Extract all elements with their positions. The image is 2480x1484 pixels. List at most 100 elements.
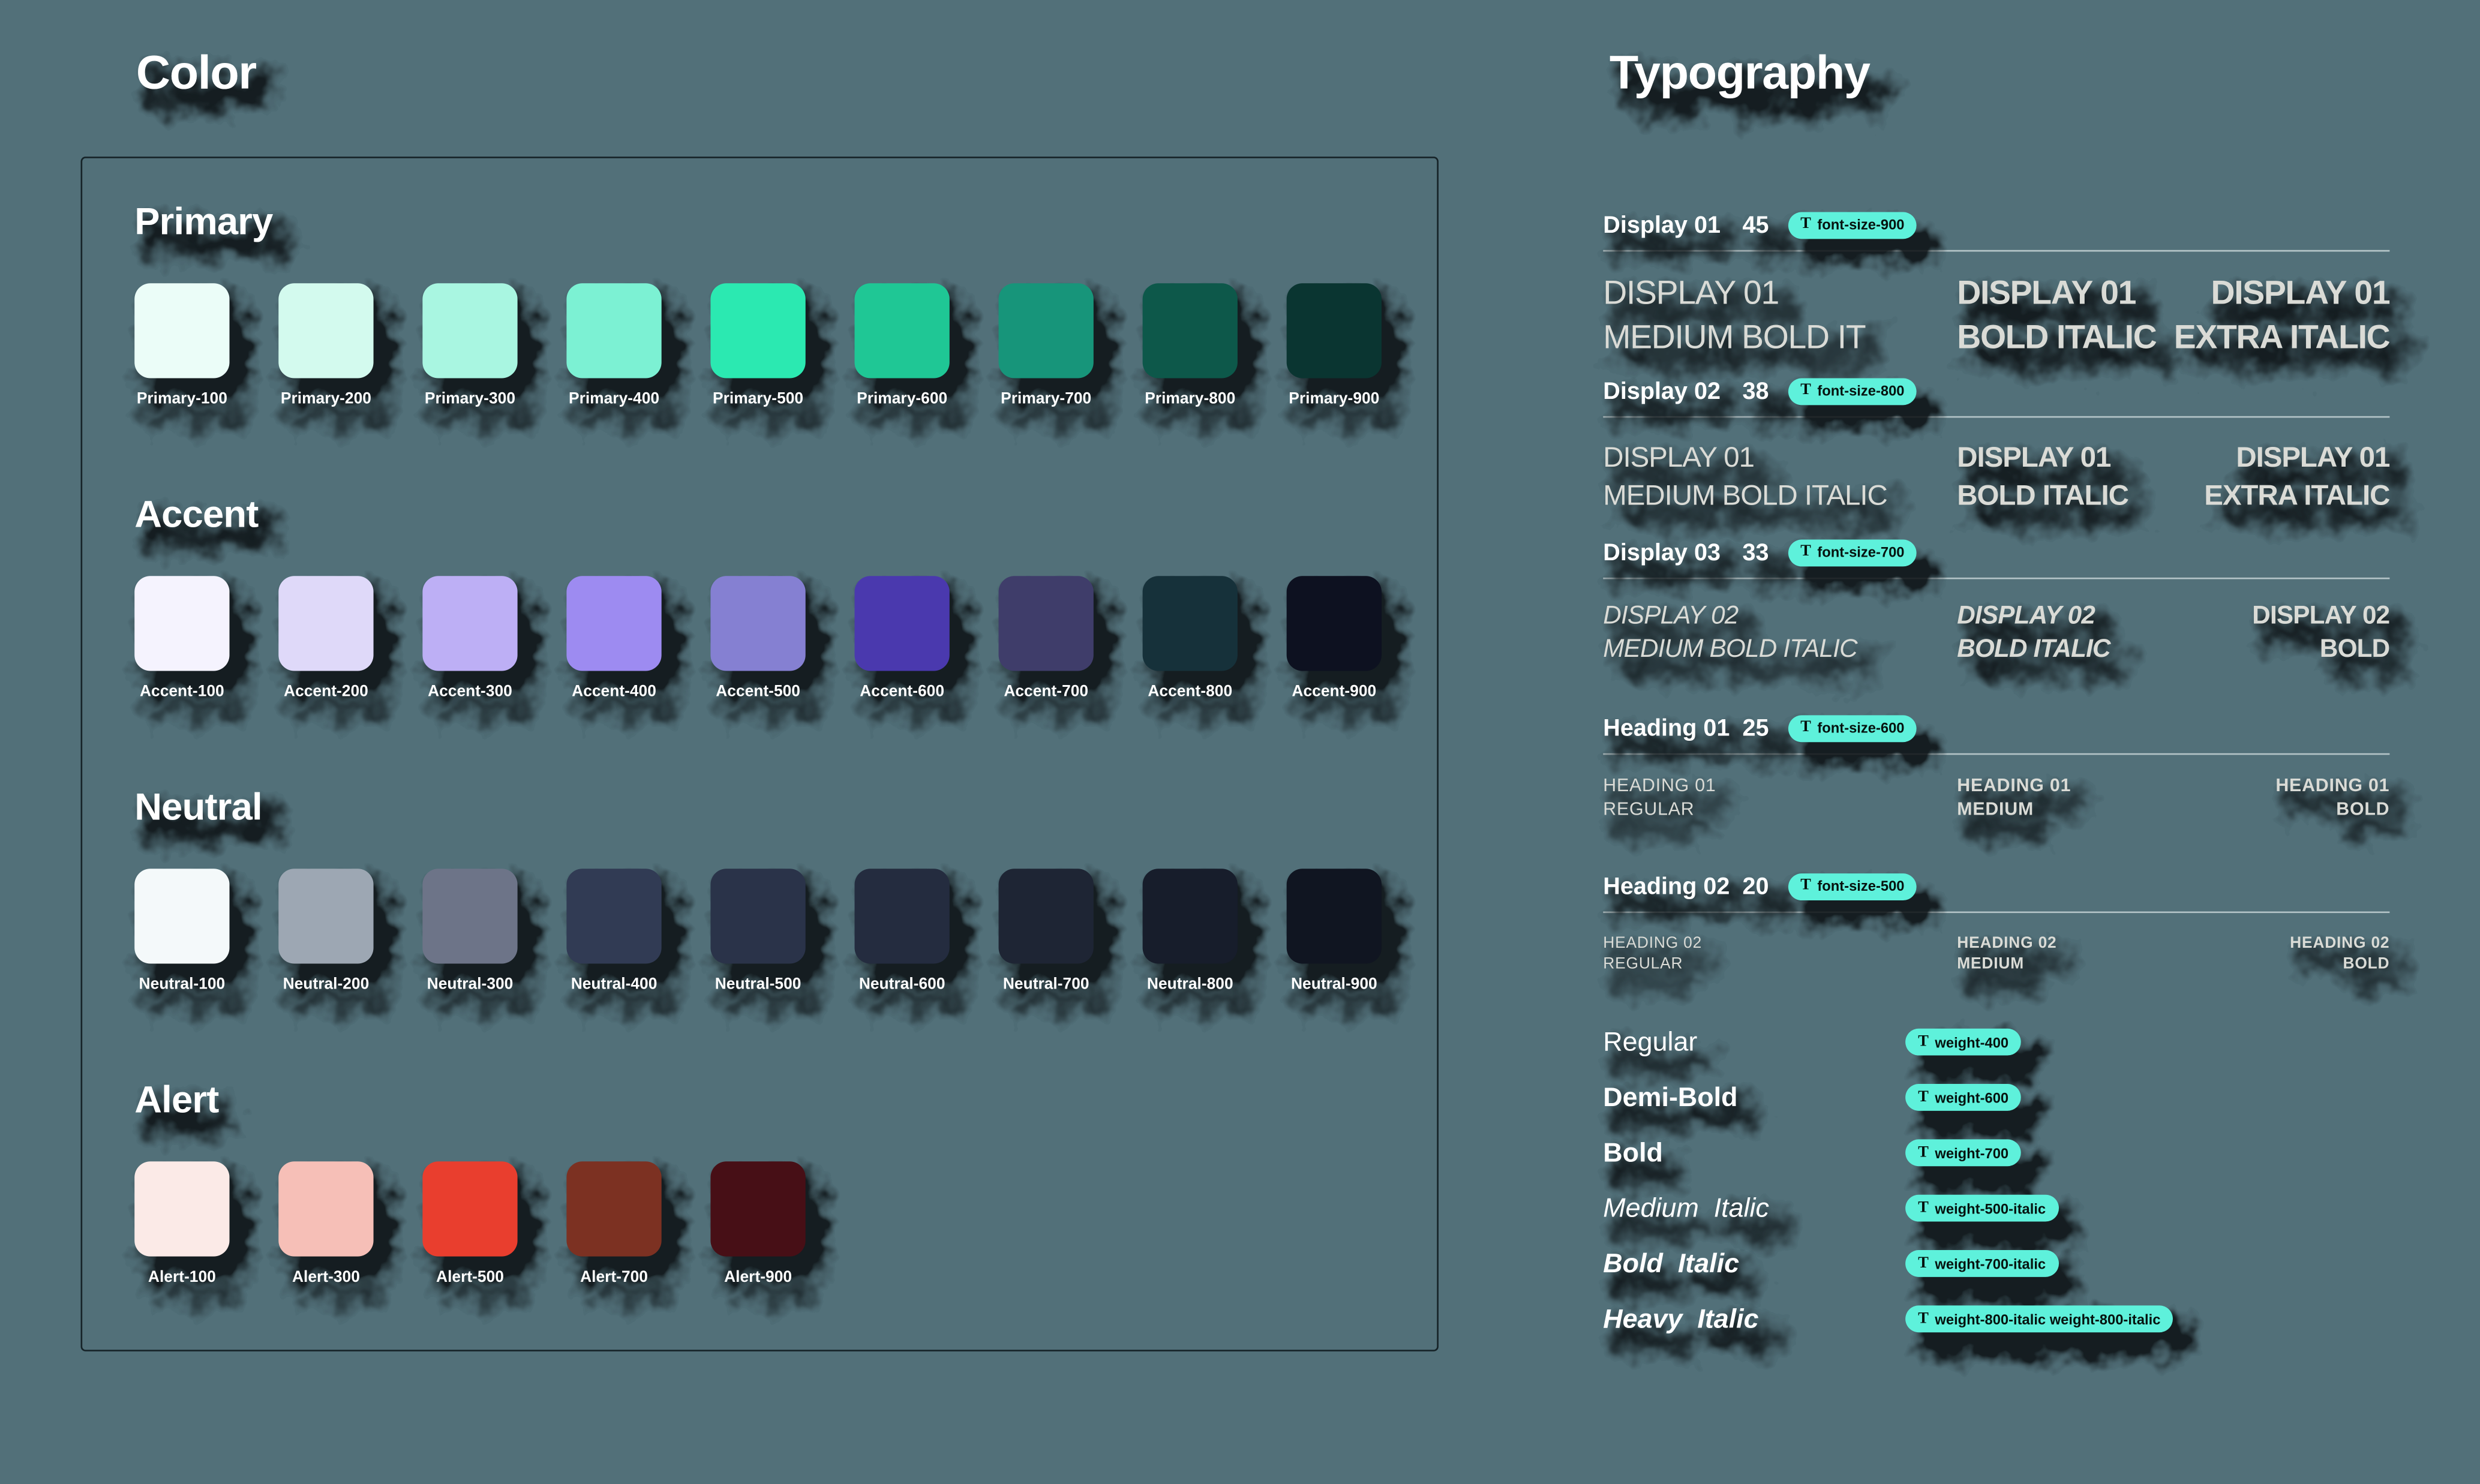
type-sample-line: DISPLAY 02 (1957, 603, 2095, 630)
type-sample: HEADING 01 REGULAR (1603, 776, 1716, 823)
type-sample: DISPLAY 01 EXTRA ITALIC (2174, 272, 2391, 361)
type-sample-line: HEADING 01 (1957, 777, 2071, 796)
token-tag-label: font-size-600 (1817, 720, 1905, 736)
type-sample-line: HEADING 01 (1603, 777, 1716, 796)
type-samples: DISPLAY 01 MEDIUM BOLD ITALIC DISPLAY 01 BO… (1603, 438, 2390, 522)
type-scale-size: 33 (1742, 539, 1769, 566)
color-chip (422, 576, 518, 671)
token-tag-label: weight-700 (1935, 1144, 2009, 1161)
type-sample-line: HEADING 02 (1957, 935, 2057, 953)
color-swatch: Neutral-400 (566, 869, 662, 994)
color-swatch: Primary-100 (134, 283, 230, 408)
font-weight-label: Medium Italic (1603, 1192, 1769, 1222)
type-sample: DISPLAY 01 MEDIUM BOLD ITALIC (1603, 438, 1888, 515)
type-letter-icon: T (1800, 215, 1811, 233)
color-swatch: Accent-500 (710, 576, 806, 701)
color-swatch-label: Accent-800 (1148, 683, 1233, 701)
type-sample-line: DISPLAY 01 (2211, 275, 2391, 312)
type-sample-line: HEADING 01 (2275, 777, 2390, 796)
type-sample: HEADING 02 REGULAR (1603, 933, 1702, 975)
divider (1603, 416, 2390, 418)
color-swatch: Accent-700 (998, 576, 1094, 701)
type-scale-name: Display 01 (1603, 211, 1721, 239)
type-sample-line: MEDIUM (1957, 956, 2025, 974)
type-letter-icon: T (1800, 718, 1811, 736)
type-scale-size: 25 (1742, 714, 1769, 741)
type-sample-line: DISPLAY 01 (1957, 441, 2111, 473)
color-swatch: Primary-900 (1286, 283, 1382, 408)
type-letter-icon: T (1918, 1088, 1929, 1106)
color-section-title: Color (136, 47, 257, 100)
color-chip (998, 283, 1094, 378)
color-swatch: Primary-600 (854, 283, 950, 408)
token-tag-label: weight-400 (1935, 1034, 2009, 1050)
type-sample: DISPLAY 01 BOLD ITALIC (1957, 272, 2157, 361)
type-sample-line: HEADING 02 (1603, 935, 1703, 953)
type-sample: DISPLAY 02 BOLD (2252, 600, 2390, 666)
color-swatch-label: Neutral-800 (1146, 976, 1233, 994)
type-scale-size: 38 (1742, 377, 1769, 405)
color-swatch-label: Neutral-100 (139, 976, 226, 994)
color-chip (566, 869, 662, 964)
divider (1603, 753, 2390, 755)
color-chip (1286, 576, 1382, 671)
color-chip (278, 283, 374, 378)
font-weight-label: Demi-Bold (1603, 1082, 1738, 1112)
color-swatch-label: Neutral-200 (283, 976, 370, 994)
color-chip (710, 869, 806, 964)
color-swatch-label: Alert-900 (724, 1269, 792, 1287)
color-swatch: Alert-700 (566, 1161, 662, 1287)
color-chip (1142, 869, 1238, 964)
color-swatch-label: Alert-500 (436, 1269, 504, 1287)
color-chip (710, 1161, 806, 1257)
color-swatch: Neutral-700 (998, 869, 1094, 994)
type-sample-line: MEDIUM BOLD IT (1603, 319, 1866, 356)
color-chip (134, 576, 230, 671)
type-sample-line: BOLD ITALIC (1957, 319, 2157, 356)
color-swatch: Primary-200 (278, 283, 374, 408)
type-samples: DISPLAY 02 MEDIUM BOLD ITALIC DISPLAY 02 BO… (1603, 600, 2390, 698)
type-letter-icon: T (1918, 1032, 1929, 1050)
color-chip (422, 869, 518, 964)
swatch-row: Primary-100 Primary-200 Primary-300 Primary… (134, 283, 1385, 408)
color-swatch: Alert-500 (422, 1161, 518, 1287)
color-swatch-label: Accent-400 (572, 683, 656, 701)
color-swatch: Neutral-200 (278, 869, 374, 994)
color-group-primary: Primary Primary-100 Primary-200 Primary-300… (134, 201, 1385, 408)
type-sample: HEADING 01 BOLD (2275, 776, 2389, 823)
typography-section-title: Typography (1609, 47, 1870, 100)
color-swatch-label: Accent-700 (1004, 683, 1089, 701)
color-group-title: Neutral (134, 786, 262, 830)
type-samples: HEADING 01 REGULAR HEADING 01 MEDIUM HEADING… (1603, 776, 2389, 857)
color-swatch-label: Accent-300 (428, 683, 512, 701)
color-group-title: Primary (134, 201, 273, 244)
type-sample: DISPLAY 02 MEDIUM BOLD ITALIC (1603, 600, 1857, 666)
color-swatch-label: Neutral-700 (1002, 976, 1089, 994)
type-scale-size: 45 (1742, 211, 1769, 239)
color-chip (710, 283, 806, 378)
color-chip (134, 1161, 230, 1257)
divider (1603, 911, 2390, 914)
color-swatch: Neutral-500 (710, 869, 806, 994)
color-swatch: Neutral-900 (1286, 869, 1382, 994)
type-sample: HEADING 02 BOLD (2290, 933, 2389, 975)
type-letter-icon: T (1918, 1198, 1929, 1216)
type-sample-line: BOLD ITALIC (1957, 479, 2129, 512)
type-sample: DISPLAY 01 EXTRA ITALIC (2204, 438, 2390, 515)
color-swatch-label: Primary-900 (1289, 390, 1380, 408)
color-swatch: Accent-300 (422, 576, 518, 701)
type-letter-icon: T (1918, 1254, 1929, 1272)
type-scale-name: Display 02 (1603, 377, 1721, 405)
